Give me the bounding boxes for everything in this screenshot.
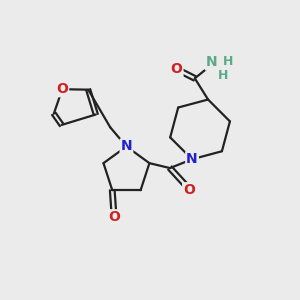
Text: O: O — [183, 183, 195, 197]
Text: N: N — [186, 152, 198, 166]
Text: N: N — [121, 140, 132, 154]
Text: N: N — [206, 56, 218, 69]
Text: O: O — [108, 210, 120, 224]
Text: H: H — [223, 55, 233, 68]
Text: H: H — [218, 69, 228, 82]
Text: O: O — [56, 82, 68, 96]
Text: O: O — [171, 62, 182, 76]
